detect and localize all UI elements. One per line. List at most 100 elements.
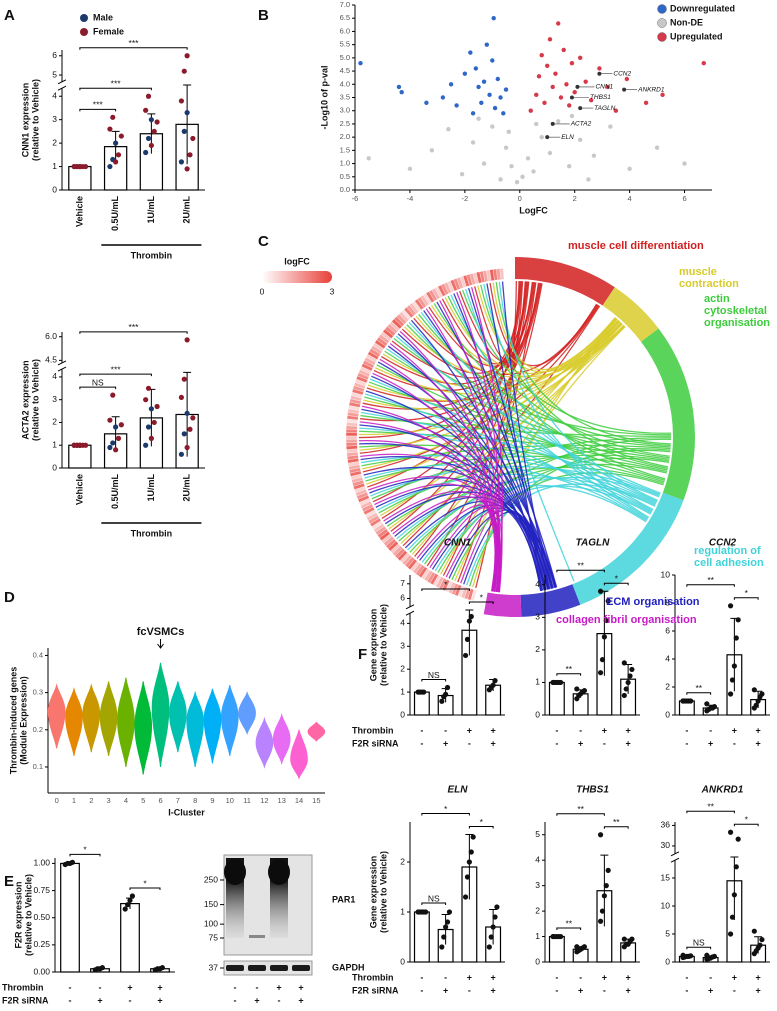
legend-label: Non-DE [670,17,703,27]
gene-cell [345,432,358,437]
data-point [110,392,116,398]
data-point [184,166,190,172]
axis-break [405,610,415,616]
data-point [682,161,687,166]
condition-mark: - [69,982,72,992]
condition-mark: - [234,995,237,1005]
data-point [733,864,739,870]
marker-label: 150 [204,899,218,909]
y-tick-label: 1.5 [340,145,350,154]
data-point [122,906,128,912]
violin [65,686,83,756]
data-point [599,908,606,914]
x-axis-label: I-Cluster [168,807,205,817]
data-point [621,936,627,942]
data-point [190,135,196,142]
term-arc [572,492,684,605]
legend-marker [657,18,667,28]
chart-title: CCN2 [709,538,737,549]
x-tick-label: 14 [295,796,303,805]
y-tick-label: 0 [52,184,57,194]
term-arc [641,328,695,501]
condition-mark: + [276,982,281,992]
violin [134,681,153,775]
significance-bracket [421,679,447,682]
data-point [624,76,630,82]
gene-label: CNN1 [595,84,613,91]
data-point [187,152,193,158]
data-point [148,435,154,441]
x-tick-label: 2U/mL [182,474,192,502]
data-point [82,163,89,170]
data-point [399,90,404,95]
term-label: muscle contraction [679,266,739,290]
x-tick-label: 1U/mL [146,474,156,502]
significance-bracket [421,813,470,816]
error-bar [600,854,609,927]
condition-mark: + [490,725,495,735]
violin [82,683,101,753]
data-point [441,934,447,940]
data-point [572,90,577,95]
data-point [148,117,154,123]
condition-mark: - [420,738,423,748]
condition-mark: + [602,972,607,982]
y-tick-label: 7.0 [340,0,350,9]
chord [386,466,665,527]
chart-title: CNN1 [444,538,472,549]
condition-mark: - [603,738,606,748]
data-point [660,92,665,98]
condition-mark: + [254,995,259,1005]
panel-label: C [258,233,269,250]
data-point [468,849,474,855]
significance-bracket [686,946,712,950]
x-tick-label: 8 [193,796,197,805]
data-point [556,119,561,124]
chord [428,281,533,367]
gene-label: CCN2 [613,70,631,77]
x-tick-label: -2 [462,194,469,203]
y-tick-label: 0.1 [33,762,43,771]
x-tick-label: 2 [573,194,577,203]
significance-bracket [79,373,152,377]
data-point [731,892,737,898]
panel-label: F [358,646,367,663]
term-arc [520,584,581,617]
data-point [396,84,402,90]
data-point [564,82,569,87]
y-tick-label: 3 [52,114,57,124]
y-tick-label: 6 [400,593,405,603]
y-tick-label: 0.50 [33,912,50,922]
x-tick-label: 7 [176,796,180,805]
data-point [143,107,149,113]
chord [425,308,500,592]
data-point [581,687,588,694]
y-tick-label: 0.5 [340,172,350,181]
chord [361,454,657,505]
data-point [528,108,533,113]
term-label: muscle cell differentiation [568,240,704,252]
legend-label: Female [93,26,124,36]
significance-label: *** [111,78,122,88]
legend-title: logFC [284,256,310,266]
chord [430,304,625,378]
x-tick-label: 12 [260,796,268,805]
data-point [473,66,479,71]
data-point [490,124,495,129]
data-point [487,92,492,98]
data-point [547,37,553,42]
bar [548,681,565,716]
data-point [490,682,496,688]
condition-mark: + [755,738,760,748]
data-point [82,442,89,448]
data-point [486,944,492,950]
chord [389,342,497,592]
data-point [727,603,734,609]
data-point [110,440,116,446]
y-tick-label: 4.0 [340,79,350,88]
chord [359,424,546,591]
condition-label: Thrombin [2,982,44,992]
significance-label: ** [565,918,572,928]
condition-mark: + [97,995,102,1005]
